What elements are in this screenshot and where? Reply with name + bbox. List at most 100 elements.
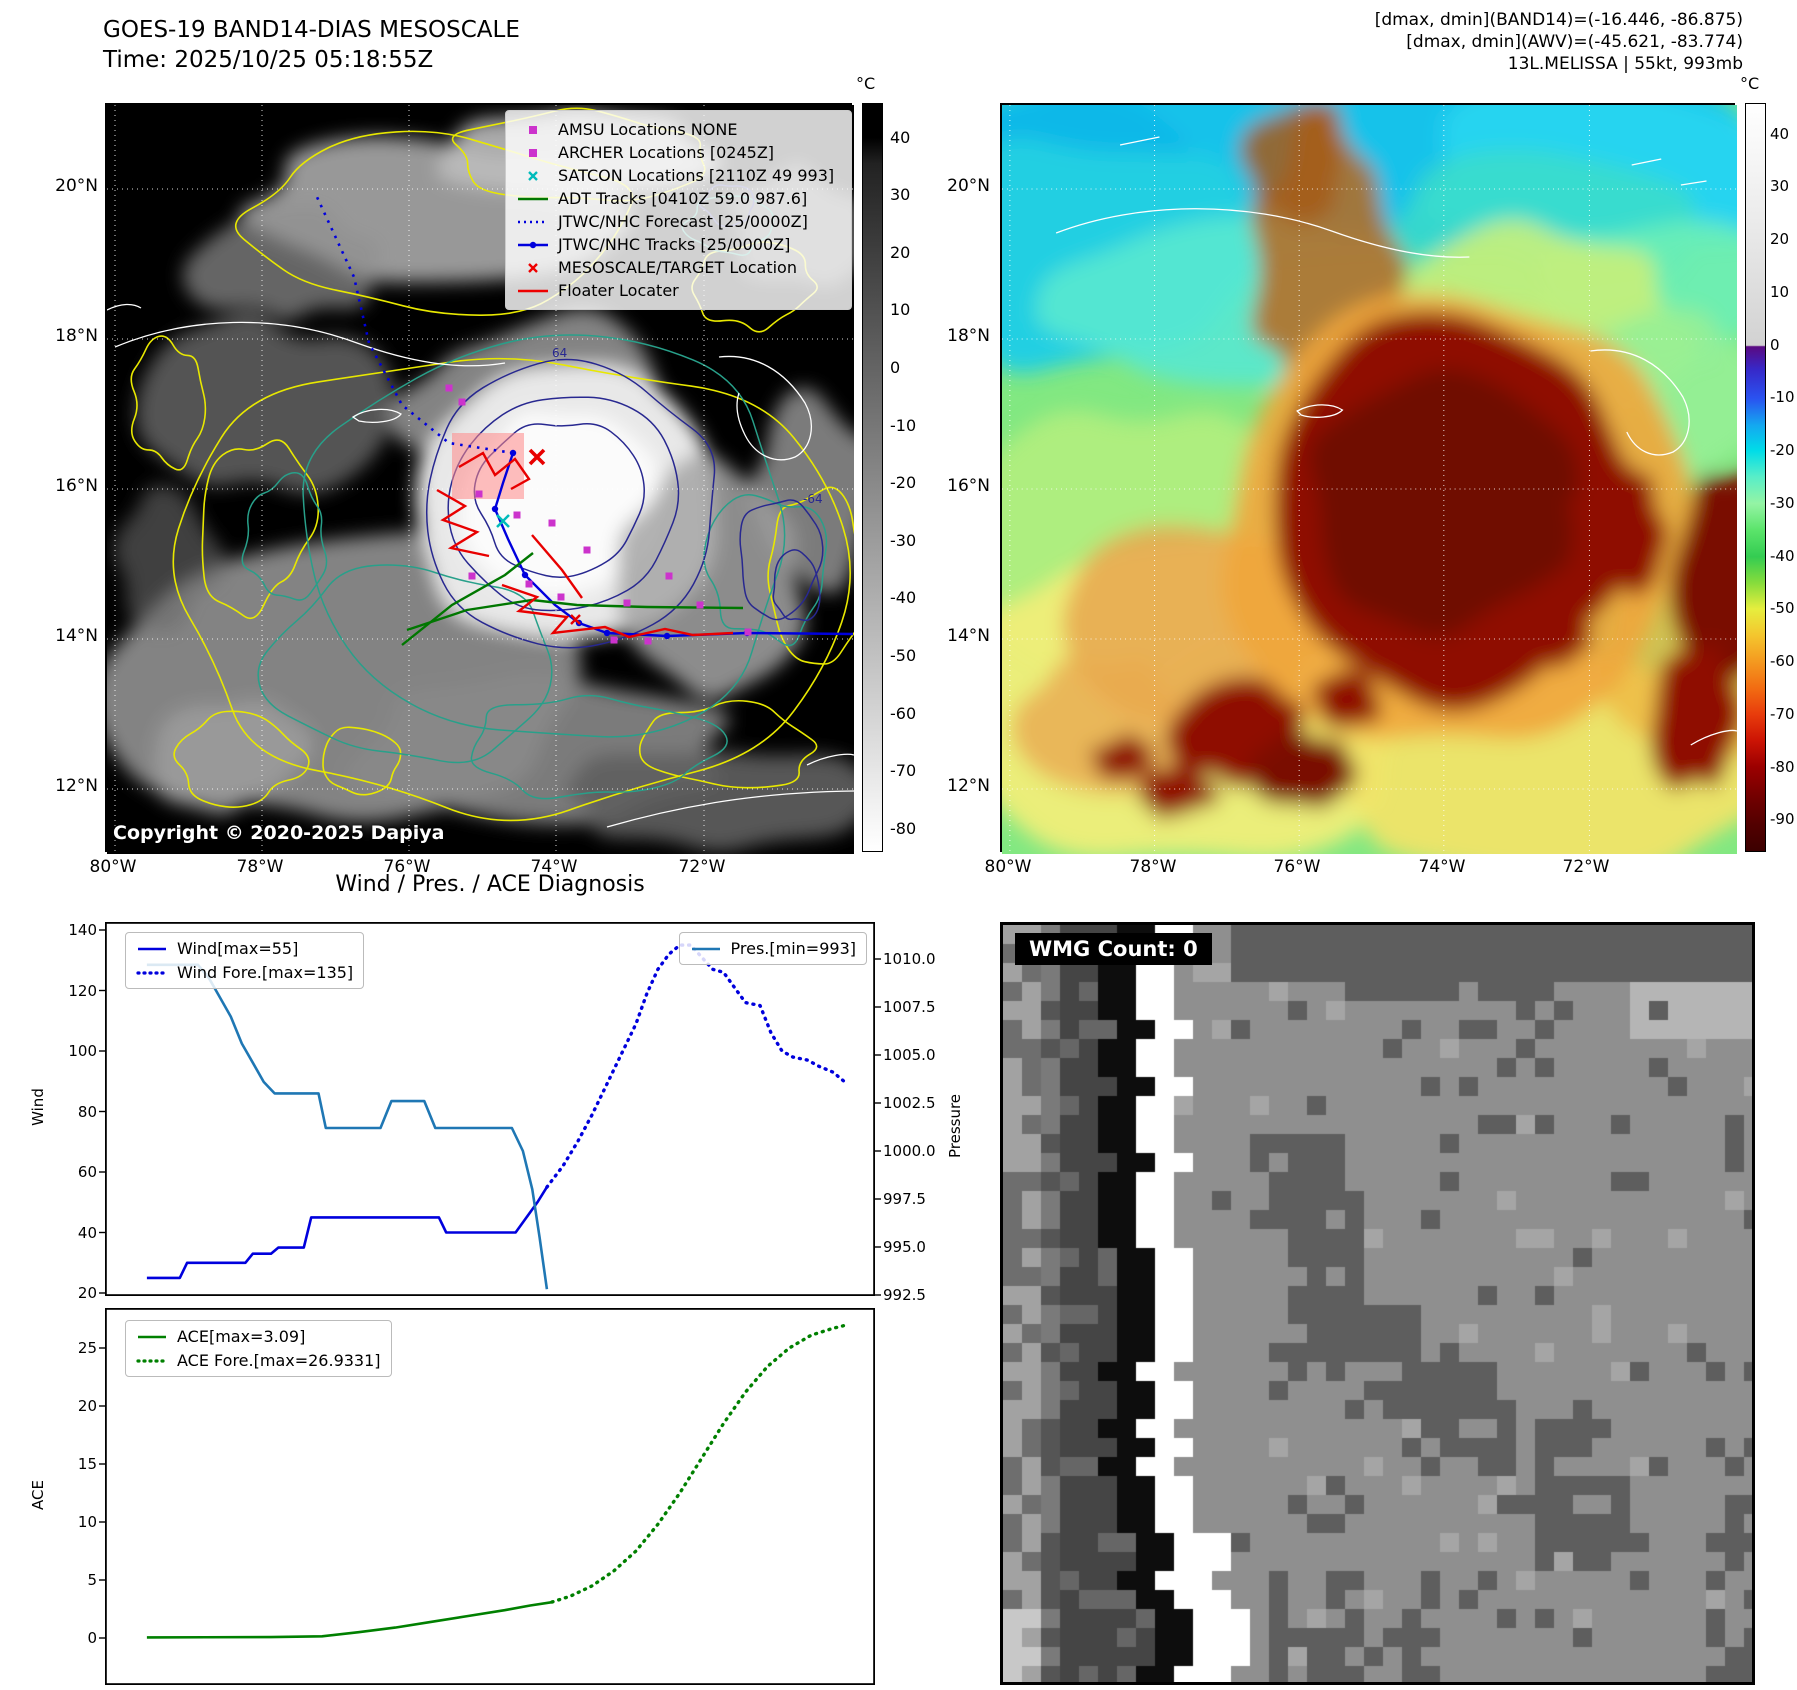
legend-item-label: ADT Tracks [0410Z 59.0 987.6]: [558, 189, 808, 208]
line-icon: [518, 197, 548, 200]
axis-tick-label: 997.5: [883, 1190, 926, 1208]
dotted-line-icon: [136, 1358, 168, 1363]
legend-item-label: ACE Fore.[max=26.9331]: [177, 1351, 381, 1370]
ace-legend: ACE[max=3.09] ACE Fore.[max=26.9331]: [125, 1320, 392, 1377]
axis-tick-label: 20: [77, 1397, 97, 1415]
legend-item-label: Wind[max=55]: [177, 939, 299, 958]
lat-tick-label: 20°N: [55, 176, 98, 196]
axis-tick-label: 1005.0: [883, 1046, 936, 1064]
legend-item: ADT Tracks [0410Z 59.0 987.6]: [516, 187, 841, 210]
legend-item: SATCON Locations [2110Z 49 993]: [516, 164, 841, 187]
legend-item-label: JTWC/NHC Tracks [25/0000Z]: [558, 235, 791, 254]
colorbar-tick-label: 30: [890, 185, 911, 205]
colorbar-tick-label: -10: [890, 415, 917, 435]
legend-item-label: AMSU Locations NONE: [558, 120, 738, 139]
lat-tick-label: 14°N: [55, 626, 98, 646]
pressure-legend: Pres.[min=993]: [678, 932, 867, 965]
wmg-image: [1003, 925, 1752, 1682]
colorbar-tick-label: -20: [1770, 441, 1795, 460]
lon-tick-label: 76°W: [1273, 857, 1321, 877]
line-icon: [691, 947, 720, 950]
axis-tick-label: 10: [77, 1513, 97, 1531]
mesoscale-target-x-icon: [528, 448, 546, 466]
colorbar-tick-label: 40: [890, 127, 911, 147]
storm-id-intensity: 13L.MELISSA | 55kt, 993mb: [1507, 54, 1743, 74]
lon-tick-label: 74°W: [530, 857, 578, 877]
colorbar-tick-label: 0: [890, 358, 901, 378]
colorbar-tick-label: 10: [1770, 282, 1790, 301]
colorbar-tick-label: -80: [890, 818, 917, 838]
axis-tick-label: 1007.5: [883, 998, 936, 1016]
lon-tick-label: 78°W: [236, 857, 284, 877]
lat-tick-label: 12°N: [947, 776, 990, 796]
axis-tick-label: 20: [77, 1284, 97, 1302]
legend-item-label: JTWC/NHC Forecast [25/0000Z]: [558, 212, 808, 231]
floater-x-icon: [570, 614, 581, 625]
coastlines: [1055, 136, 1737, 746]
colorbar-tick-label: -20: [890, 473, 917, 493]
legend-item: JTWC/NHC Forecast [25/0000Z]: [516, 210, 841, 233]
legend-item: AMSU Locations NONE: [516, 118, 841, 141]
axis-tick-label: 1000.0: [883, 1142, 936, 1160]
lon-tick-label: 80°W: [984, 857, 1032, 877]
coastlines: [107, 303, 854, 828]
square-icon: [529, 148, 537, 157]
pressure-axis-label: Pressure: [946, 1093, 964, 1159]
diagnosis-title: Wind / Pres. / ACE Diagnosis: [335, 872, 645, 897]
svg-text:-64: -64: [803, 492, 823, 506]
colorbar-tick-label: -90: [1770, 810, 1795, 829]
line-icon: [138, 947, 166, 950]
axis-tick-label: 60: [77, 1163, 97, 1181]
awv-colorbar: [1745, 103, 1766, 852]
ace-chart: [99, 1307, 876, 1686]
line-icon: [138, 1335, 166, 1338]
colorbar-tick-label: -50: [1770, 599, 1795, 618]
awv-map: [1000, 103, 1737, 854]
x-icon: [528, 262, 538, 273]
lat-tick-label: 12°N: [55, 776, 98, 796]
axis-tick-label: 15: [77, 1455, 97, 1473]
legend-item-label: ARCHER Locations [0245Z]: [558, 143, 775, 162]
dotted-line-icon: [136, 970, 168, 975]
lon-tick-label: 78°W: [1129, 857, 1177, 877]
colorbar-tick-label: -70: [890, 761, 917, 781]
floater-track: [436, 451, 734, 639]
lat-tick-label: 14°N: [947, 626, 990, 646]
legend-item: MESOSCALE/TARGET Location: [516, 256, 841, 279]
legend-item-label: Wind Fore.[max=135]: [177, 963, 354, 982]
axis-tick-label: 1010.0: [883, 950, 936, 968]
lon-tick-label: 80°W: [89, 857, 137, 877]
lat-tick-label: 16°N: [947, 476, 990, 496]
axis-tick-label: 140: [68, 921, 97, 939]
legend-item: ACE[max=3.09]: [136, 1327, 381, 1346]
lon-tick-label: 76°W: [383, 857, 431, 877]
colorbar-tick-label: -50: [890, 646, 917, 666]
colorbar-tick-label: 30: [1770, 177, 1790, 196]
awv-satellite-image: [1002, 105, 1737, 854]
wind-legend: Wind[max=55] Wind Fore.[max=135]: [125, 932, 365, 989]
legend-item: JTWC/NHC Tracks [25/0000Z]: [516, 233, 841, 256]
axis-tick-label: 100: [68, 1042, 97, 1060]
wind-pressure-chart: [99, 921, 881, 1297]
legend-item: Floater Locater: [516, 279, 841, 302]
lon-tick-label: 72°W: [1562, 857, 1610, 877]
colorbar-tick-label: 20: [890, 242, 911, 262]
lon-tick-label: 74°W: [1418, 857, 1466, 877]
wmg-count-label: WMG Count: 0: [1015, 933, 1212, 965]
colorbar-tick-label: -80: [1770, 757, 1795, 776]
axis-tick-label: 80: [77, 1102, 97, 1121]
axis-tick-label: 5: [87, 1571, 97, 1589]
colorbar-tick-label: 40: [1770, 124, 1790, 143]
awv-temperature-field: [1002, 105, 1737, 854]
band14-title: GOES-19 BAND14-DIAS MESOSCALE: [103, 17, 520, 43]
colorbar-tick-label: -30: [1770, 493, 1795, 512]
colorbar-tick-label: -10: [1770, 388, 1795, 407]
dmax-dmin-band14: [dmax, dmin](BAND14)=(-16.446, -86.875): [1374, 10, 1743, 30]
axis-tick-label: 992.5: [883, 1286, 926, 1304]
legend-item: Pres.[min=993]: [690, 939, 856, 958]
legend-item-label: SATCON Locations [2110Z 49 993]: [558, 166, 835, 185]
colorbar-tick-label: 10: [890, 300, 911, 320]
axis-tick-label: 1002.5: [883, 1094, 936, 1112]
legend-item-label: Pres.[min=993]: [730, 939, 856, 958]
